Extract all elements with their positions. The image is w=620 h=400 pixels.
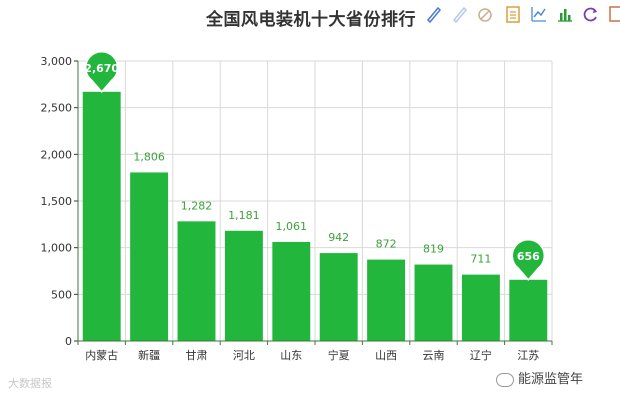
x-tick-label: 新疆: [138, 348, 160, 362]
pencil-icon[interactable]: [424, 4, 442, 24]
y-tick-label: 3,000: [41, 55, 73, 68]
data-view-icon[interactable]: [504, 4, 522, 24]
wechat-icon: [496, 372, 514, 387]
bar-value-label: 942: [328, 231, 349, 244]
watermark-left: 大数据报: [8, 377, 52, 390]
labels: 0 500 1,000 1,500 2,000 2,500 3,000 内蒙古 新疆 甘肃 河北 山东…: [41, 50, 546, 362]
bar: [509, 279, 548, 341]
x-tick-label: 内蒙古: [85, 348, 118, 362]
y-tick-label: 2,000: [41, 148, 73, 161]
bar: [130, 172, 169, 341]
pin-value-label: 656: [517, 250, 540, 263]
chart-title: 全国风电装机十大省份排行: [206, 10, 416, 30]
x-tick-label: 山西: [375, 349, 397, 362]
watermark-right-text: 能源监管年: [518, 372, 584, 387]
refresh-icon[interactable]: [582, 4, 600, 24]
x-tick-label: 江苏: [517, 349, 539, 362]
pin-value-label: 2,670: [84, 62, 119, 75]
watermark-right: 能源监管年: [496, 368, 583, 387]
pencil-light-icon[interactable]: [450, 4, 468, 24]
bar-value-label: 1,181: [228, 209, 260, 222]
x-tick-label: 辽宁: [470, 348, 492, 362]
highlight-pin: [511, 238, 546, 281]
save-image-icon[interactable]: [608, 4, 620, 24]
bar-value-label: 872: [376, 238, 397, 251]
bars: [82, 91, 548, 341]
axes: [74, 60, 553, 345]
eraser-icon[interactable]: [476, 4, 494, 24]
x-tick-label: 甘肃: [186, 349, 208, 362]
bar: [272, 241, 311, 341]
x-tick-label: 宁夏: [328, 348, 350, 362]
bar-value-label: 711: [470, 253, 491, 266]
y-tick-label: 500: [51, 288, 72, 301]
bar-value-label: 1,061: [276, 220, 308, 233]
bar: [177, 221, 216, 341]
bar: [319, 253, 358, 341]
bar-value-label: 1,806: [133, 150, 165, 163]
bar: [82, 91, 121, 341]
y-tick-label: 2,500: [41, 102, 73, 115]
y-tick-label: 0: [65, 335, 72, 348]
x-tick-label: 河北: [233, 349, 255, 362]
bar: [367, 259, 406, 341]
y-tick-label: 1,000: [41, 242, 73, 255]
bar-chart-icon[interactable]: [556, 4, 574, 24]
bar-value-label: 1,282: [181, 199, 213, 212]
y-tick-label: 1,500: [41, 195, 73, 208]
bar: [224, 230, 263, 341]
x-tick-label: 山东: [280, 349, 302, 362]
bar-value-label: 819: [423, 243, 444, 256]
grid: [78, 60, 553, 341]
highlight-pin: [84, 50, 119, 93]
bar: [414, 264, 453, 341]
x-tick-label: 云南: [423, 349, 445, 362]
bar: [461, 274, 500, 341]
line-chart-icon[interactable]: [530, 4, 548, 24]
